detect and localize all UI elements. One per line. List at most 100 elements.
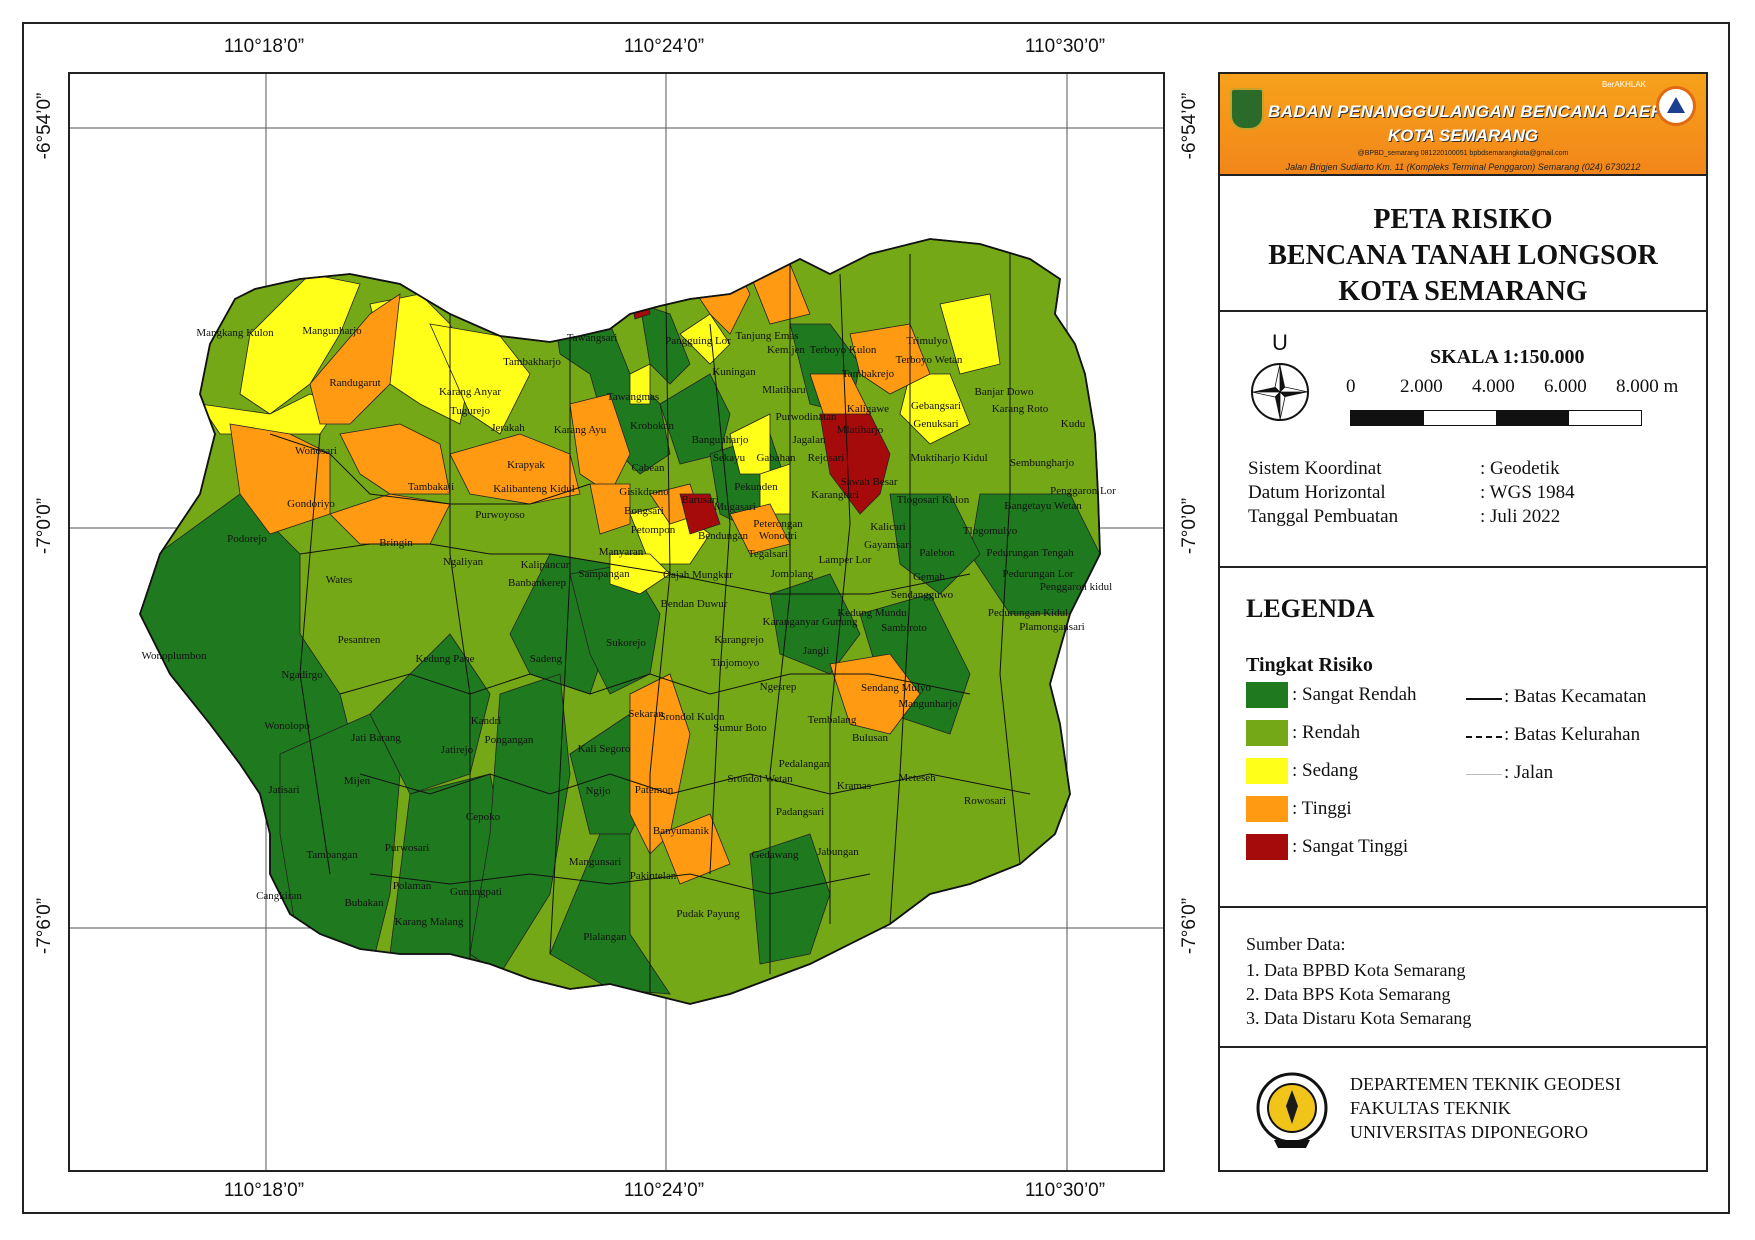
label-purwodinatan: Purwodinatan xyxy=(775,411,837,423)
label-mijen: Mijen xyxy=(343,775,371,787)
zone-tlogosari-kulon xyxy=(819,413,891,515)
label-mangkang-kulon: Mangkang Kulon xyxy=(196,327,274,339)
swatch-sangat-rendah xyxy=(1246,682,1288,708)
label-palebon: Palebon xyxy=(919,547,955,559)
swatch-rendah xyxy=(1246,720,1288,746)
credit-line-2: FAKULTAS TEKNIK xyxy=(1350,1098,1511,1118)
label-podorejo: Podorejo xyxy=(227,533,267,545)
label-tambakaji: Tambakaji xyxy=(407,481,455,493)
boundary-line xyxy=(299,433,331,875)
label-kalipancur: Kalipancur xyxy=(520,559,570,571)
label-karangturi: Karangturi xyxy=(811,489,859,501)
label-rowosari: Rowosari xyxy=(963,795,1007,807)
label-jomblang: Jomblang xyxy=(770,568,814,580)
lon-label-bottom-1: 110°18’0” xyxy=(223,1180,305,1201)
label-gunungpati: Gunungpati xyxy=(450,886,502,898)
label-cepoko: Cepoko xyxy=(465,811,501,823)
label-terboyo-kulon: Terboyo Kulon xyxy=(809,344,877,356)
zone-banjar-dowo xyxy=(939,293,1001,375)
north-label: U xyxy=(1272,330,1288,355)
label-mugasari: Mugasari xyxy=(714,501,756,513)
zone-bringin xyxy=(329,493,451,545)
source-item-0: 1. Data BPBD Kota Semarang xyxy=(1246,960,1466,980)
source-item-1: 2. Data BPS Kota Semarang xyxy=(1246,984,1451,1004)
label-tawangmas: Tawangmas xyxy=(606,391,660,403)
swatch-sangat-tinggi xyxy=(1246,834,1288,860)
label-tambangan: Tambangan xyxy=(306,849,358,861)
zone-tanjung-emas xyxy=(679,313,731,365)
label-pongangan: Pongangan xyxy=(484,734,534,746)
zone-gunungpati xyxy=(469,673,571,975)
label-wonodri: Wonodri xyxy=(758,530,798,542)
legend-class-1: : Rendah xyxy=(1292,722,1361,743)
label-ngesrep: Ngesrep xyxy=(759,681,797,693)
lon-label-top-3: 110°30’0” xyxy=(1024,36,1106,57)
info-label-0: Sistem Koordinat xyxy=(1248,458,1382,479)
label-barusari: Barusari xyxy=(681,494,719,506)
label-tambakrejo: Tambakrejo xyxy=(841,368,895,380)
label-purwosari: Purwosari xyxy=(384,842,430,854)
legend-line-1: : Batas Kelurahan xyxy=(1504,724,1641,745)
credit-block: DEPARTEMEN TEKNIK GEODESI FAKULTAS TEKNI… xyxy=(1220,1048,1706,1174)
label-pedurungan-kidul: Pedurungan Kidul xyxy=(987,607,1069,619)
banner-agency-name: BADAN PENANGGULANGAN BENCANA DAERAH xyxy=(1268,102,1690,121)
risk-map xyxy=(70,74,1163,1170)
scale-tick-2: 4.000 xyxy=(1472,376,1515,397)
label-manyaran: Manyaran xyxy=(598,546,644,558)
label-jerakah: Jerakah xyxy=(491,422,525,434)
zone-muktiharjo xyxy=(899,373,971,445)
label-banjar-dowo: Banjar Dowo xyxy=(974,386,1034,398)
bpbd-banner: BerAKHLAK BADAN PENANGGULANGAN BENCANA D… xyxy=(1220,74,1706,176)
label-randugarut: Randugarut xyxy=(329,377,381,389)
zone-krobokan xyxy=(629,363,651,405)
legend-class-3: : Tinggi xyxy=(1292,798,1352,819)
label-sawah-besar: Sawah Besar xyxy=(840,476,898,488)
label-sembungharjo: Sembungharjo xyxy=(1009,457,1075,469)
label-krapyak: Krapyak xyxy=(507,459,545,471)
label-jatisari: Jatisari xyxy=(268,784,300,796)
label-pekunden: Pekunden xyxy=(734,481,778,493)
boundary-lines xyxy=(269,254,1031,994)
label-ngadirgo: Ngadirgo xyxy=(281,669,323,681)
info-label-2: Tanggal Pembuatan xyxy=(1248,506,1399,527)
boundary-line xyxy=(889,254,911,925)
label-kandri: Kandri xyxy=(470,715,502,727)
label-bringin: Bringin xyxy=(379,537,413,549)
boundary-line xyxy=(829,273,851,924)
label-plalangan: Plalangan xyxy=(583,931,627,943)
label-jagalan: Jagalan xyxy=(792,434,826,446)
line-symbol-jalan xyxy=(1466,774,1502,775)
source-block: Sumber Data: 1. Data BPBD Kota Semarang … xyxy=(1220,908,1706,1048)
banner-address: Jalan Brigjen Sudiarto Km. 11 (Kompleks … xyxy=(1285,162,1641,172)
zone-tegalsari xyxy=(679,493,721,535)
label-jabungan: Jabungan xyxy=(817,846,859,858)
label-penggaron-kidul: Penggaron kidul xyxy=(1039,581,1113,593)
map-title-block: PETA RISIKO BENCANA TANAH LONGSOR KOTA S… xyxy=(1220,176,1706,312)
label-kudu: Kudu xyxy=(1060,418,1086,430)
label-bongsari: Bongsari xyxy=(624,505,664,517)
label-tugurejo: Tugurejo xyxy=(450,405,490,417)
label-pangguing-lor: Pangguing Lor xyxy=(665,335,731,347)
legend-line-0: : Batas Kecamatan xyxy=(1504,686,1647,707)
label-wonosari: Wonosari xyxy=(295,445,337,457)
label-jatirejo: Jatirejo xyxy=(440,744,474,756)
legend-class-4: : Sangat Tinggi xyxy=(1292,836,1409,857)
label-gajah-mungkur: Gajah Mungkur xyxy=(663,569,733,581)
boundary-line xyxy=(339,673,971,695)
label-karang-ayu: Karang Ayu xyxy=(553,424,607,436)
label-mangunharjo-west: Mangunharjo xyxy=(302,325,362,337)
swatch-tinggi xyxy=(1246,796,1288,822)
legend-panel: BerAKHLAK BADAN PENANGGULANGAN BENCANA D… xyxy=(1218,72,1708,1172)
label-kali-segoro: Kali Segoro xyxy=(577,743,631,755)
label-kramas: Kramas xyxy=(836,780,872,792)
label-tlogosari-kulon: Tlogosari Kulon xyxy=(896,494,970,506)
info-value-1: : WGS 1984 xyxy=(1480,482,1575,503)
line-symbol-kecamatan xyxy=(1466,698,1502,700)
legend-line-2: : Jalan xyxy=(1504,762,1554,783)
boundary-line xyxy=(769,264,791,974)
label-gayamsari: Gayamsari xyxy=(864,539,912,551)
zones-sangat-tinggi xyxy=(629,288,891,535)
label-wates: Wates xyxy=(325,574,353,586)
legend-class-2: : Sedang xyxy=(1292,760,1358,781)
lon-label-bottom-2: 110°24’0” xyxy=(623,1180,705,1201)
